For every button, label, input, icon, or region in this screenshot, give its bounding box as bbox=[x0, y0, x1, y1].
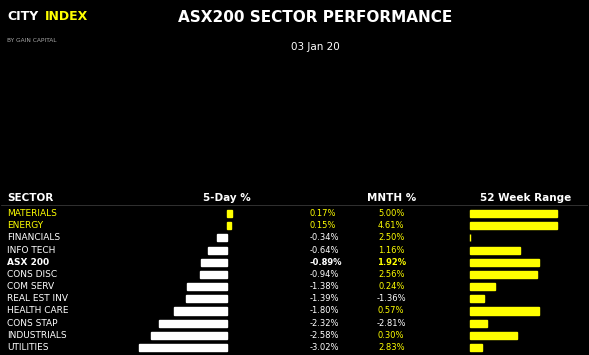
Bar bbox=[174, 307, 227, 315]
Text: FINANCIALS: FINANCIALS bbox=[7, 233, 61, 242]
Text: 1.16%: 1.16% bbox=[378, 246, 405, 255]
Text: -1.80%: -1.80% bbox=[309, 306, 339, 316]
Text: SECTOR: SECTOR bbox=[7, 193, 54, 203]
Bar bbox=[227, 222, 231, 229]
Bar bbox=[471, 259, 540, 266]
Text: 03 Jan 20: 03 Jan 20 bbox=[290, 42, 339, 52]
Bar bbox=[187, 283, 227, 290]
Text: -1.39%: -1.39% bbox=[309, 294, 339, 303]
Text: INFO TECH: INFO TECH bbox=[7, 246, 55, 255]
Bar bbox=[471, 344, 481, 351]
Text: 5-Day %: 5-Day % bbox=[203, 193, 251, 203]
Bar bbox=[471, 320, 487, 327]
Text: 5.00%: 5.00% bbox=[378, 209, 405, 218]
Text: 0.30%: 0.30% bbox=[378, 331, 405, 340]
Bar bbox=[471, 246, 521, 253]
Bar bbox=[471, 307, 540, 315]
Bar bbox=[186, 295, 227, 302]
Text: -3.02%: -3.02% bbox=[309, 343, 339, 352]
Bar bbox=[200, 271, 227, 278]
Text: 0.15%: 0.15% bbox=[309, 221, 336, 230]
Text: BY GAIN CAPITAL: BY GAIN CAPITAL bbox=[7, 38, 57, 43]
Bar bbox=[151, 332, 227, 339]
Text: 4.61%: 4.61% bbox=[378, 221, 405, 230]
Text: ASX 200: ASX 200 bbox=[7, 258, 49, 267]
Bar bbox=[471, 295, 484, 302]
Text: 0.24%: 0.24% bbox=[378, 282, 405, 291]
Text: 2.50%: 2.50% bbox=[378, 233, 405, 242]
Bar bbox=[201, 259, 227, 266]
Text: REAL EST INV: REAL EST INV bbox=[7, 294, 68, 303]
Bar bbox=[471, 222, 557, 229]
Text: -0.34%: -0.34% bbox=[309, 233, 339, 242]
Bar bbox=[217, 234, 227, 241]
Text: -0.64%: -0.64% bbox=[309, 246, 339, 255]
Text: 1.92%: 1.92% bbox=[376, 258, 406, 267]
Text: INDUSTRIALS: INDUSTRIALS bbox=[7, 331, 67, 340]
Text: ENERGY: ENERGY bbox=[7, 221, 44, 230]
Text: CONS STAP: CONS STAP bbox=[7, 319, 58, 328]
Text: COM SERV: COM SERV bbox=[7, 282, 54, 291]
Text: MNTH %: MNTH % bbox=[366, 193, 416, 203]
Text: INDEX: INDEX bbox=[45, 10, 88, 23]
Text: HEALTH CARE: HEALTH CARE bbox=[7, 306, 69, 316]
Text: 0.57%: 0.57% bbox=[378, 306, 405, 316]
Bar bbox=[471, 271, 537, 278]
Text: -1.38%: -1.38% bbox=[309, 282, 339, 291]
Text: -2.32%: -2.32% bbox=[309, 319, 339, 328]
Bar bbox=[471, 210, 557, 217]
Bar bbox=[471, 283, 495, 290]
Text: ASX200 SECTOR PERFORMANCE: ASX200 SECTOR PERFORMANCE bbox=[178, 10, 452, 25]
Text: 2.83%: 2.83% bbox=[378, 343, 405, 352]
Text: MATERIALS: MATERIALS bbox=[7, 209, 57, 218]
Bar bbox=[209, 246, 227, 253]
Text: -1.36%: -1.36% bbox=[376, 294, 406, 303]
Text: 52 Week Range: 52 Week Range bbox=[481, 193, 572, 203]
Text: 2.56%: 2.56% bbox=[378, 270, 405, 279]
Text: -0.94%: -0.94% bbox=[309, 270, 339, 279]
Bar bbox=[159, 320, 227, 327]
Text: -0.89%: -0.89% bbox=[309, 258, 342, 267]
Text: CONS DISC: CONS DISC bbox=[7, 270, 57, 279]
Bar bbox=[471, 332, 517, 339]
Text: 0.17%: 0.17% bbox=[309, 209, 336, 218]
Text: UTILITIES: UTILITIES bbox=[7, 343, 49, 352]
Text: -2.58%: -2.58% bbox=[309, 331, 339, 340]
Text: CITY: CITY bbox=[7, 10, 38, 23]
Bar bbox=[138, 344, 227, 351]
Bar bbox=[227, 210, 232, 217]
Text: -2.81%: -2.81% bbox=[376, 319, 406, 328]
